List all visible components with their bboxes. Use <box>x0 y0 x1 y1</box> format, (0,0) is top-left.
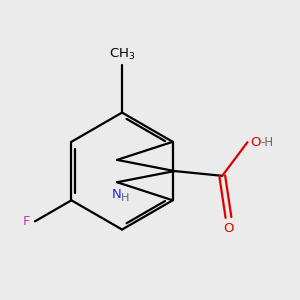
Text: H: H <box>121 193 130 203</box>
Text: CH$_3$: CH$_3$ <box>109 46 135 62</box>
Text: N: N <box>112 188 122 201</box>
Text: O: O <box>223 222 234 235</box>
Text: O: O <box>250 136 260 148</box>
Text: F: F <box>23 215 30 228</box>
Text: -H: -H <box>260 136 274 148</box>
